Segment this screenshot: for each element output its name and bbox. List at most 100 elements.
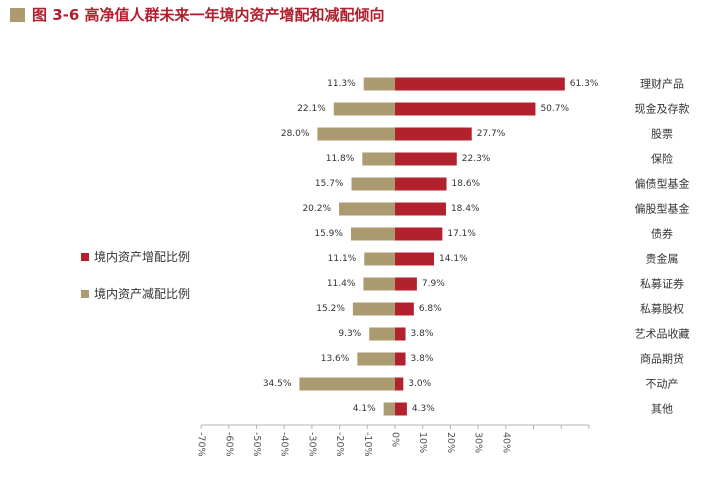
decrease-value-label-9: 11.4% [327, 279, 356, 289]
increase-bar-10 [395, 302, 414, 316]
x-tick-label: 30% [473, 432, 484, 453]
increase-value-label-5: 18.6% [452, 179, 481, 189]
category-label-1: 理财产品 [640, 77, 684, 91]
category-label-5: 偏债型基金 [635, 177, 690, 191]
increase-bar-9 [395, 277, 417, 291]
decrease-value-label-4: 11.8% [326, 154, 355, 164]
decrease-value-label-14: 4.1% [353, 404, 376, 414]
increase-value-label-9: 7.9% [422, 279, 445, 289]
bar-row-7: 15.9% 17.1% 债券 [314, 227, 673, 241]
bar-row-4: 11.8% 22.3% 保险 [326, 152, 673, 166]
decrease-bar-12 [357, 352, 395, 366]
legend-item-decrease: 境内资产减配比例 [81, 286, 190, 301]
increase-bar-14 [395, 402, 407, 416]
decrease-bar-10 [352, 302, 395, 316]
category-label-8: 贵金属 [646, 252, 679, 266]
x-tick-label: 40% [500, 432, 511, 453]
legend-item-increase: 境内资产增配比例 [81, 249, 190, 264]
bar-row-12: 13.6% 3.8% 商品期货 [321, 352, 684, 366]
increase-value-label-6: 18.4% [451, 204, 480, 214]
decrease-bar-1 [363, 77, 395, 91]
increase-bar-13 [395, 377, 404, 391]
increase-bar-4 [395, 152, 457, 166]
increase-value-label-8: 14.1% [439, 254, 468, 264]
decrease-value-label-3: 28.0% [281, 129, 310, 139]
category-label-3: 股票 [651, 128, 673, 141]
decrease-bar-4 [362, 152, 395, 166]
bar-row-8: 11.1% 14.1% 贵金属 [328, 252, 679, 266]
bar-row-1: 11.3% 61.3% 理财产品 [327, 77, 684, 91]
increase-bar-5 [395, 177, 447, 191]
category-label-13: 不动产 [646, 377, 679, 391]
decrease-value-label-2: 22.1% [297, 104, 326, 114]
category-label-14: 其他 [651, 403, 673, 416]
decrease-bar-3 [317, 127, 395, 141]
increase-value-label-14: 4.3% [412, 404, 435, 414]
chart-title: 图 3-6 高净值人群未来一年境内资产增配和减配倾向 [32, 6, 385, 24]
x-tick-label: -40% [279, 432, 290, 457]
legend-swatch-increase [81, 253, 89, 261]
increase-value-label-3: 27.7% [477, 129, 506, 139]
decrease-bar-8 [364, 252, 395, 266]
increase-value-label-7: 17.1% [447, 229, 476, 239]
bar-row-5: 15.7% 18.6% 偏债型基金 [315, 177, 690, 191]
decrease-bar-9 [363, 277, 395, 291]
bar-row-10: 15.2% 6.8% 私募股权 [316, 302, 684, 316]
x-tick-label: -60% [223, 432, 234, 457]
category-label-4: 保险 [651, 152, 673, 166]
category-label-7: 债券 [651, 227, 673, 241]
category-label-11: 艺术品收藏 [635, 327, 690, 341]
decrease-value-label-6: 20.2% [302, 204, 331, 214]
bar-row-14: 4.1% 4.3% 其他 [353, 402, 673, 416]
category-label-10: 私募股权 [640, 303, 684, 316]
increase-value-label-10: 6.8% [419, 304, 442, 314]
increase-bar-12 [395, 352, 406, 366]
increase-bar-6 [395, 202, 446, 216]
decrease-value-label-13: 34.5% [263, 379, 292, 389]
increase-value-label-1: 61.3% [570, 79, 599, 89]
increase-value-label-12: 3.8% [411, 354, 434, 364]
increase-bar-7 [395, 227, 443, 241]
decrease-bar-13 [299, 377, 395, 391]
increase-bar-1 [395, 77, 565, 91]
legend-label-increase: 境内资产增配比例 [94, 249, 190, 264]
decrease-bar-7 [350, 227, 395, 241]
x-tick-label: -70% [196, 432, 207, 457]
increase-value-label-13: 3.0% [408, 379, 431, 389]
x-tick-label: 10% [417, 432, 428, 453]
decrease-bar-14 [383, 402, 395, 416]
legend: 境内资产增配比例 境内资产减配比例 [81, 249, 190, 301]
increase-value-label-4: 22.3% [462, 154, 491, 164]
x-tick-label: -20% [334, 432, 345, 457]
decrease-bar-11 [369, 327, 395, 341]
increase-value-label-2: 50.7% [540, 104, 569, 114]
decrease-value-label-1: 11.3% [327, 79, 356, 89]
decrease-value-label-7: 15.9% [314, 229, 343, 239]
bar-row-13: 34.5% 3.0% 不动产 [263, 377, 679, 391]
decrease-value-label-12: 13.6% [321, 354, 350, 364]
bar-row-11: 9.3% 3.8% 艺术品收藏 [338, 327, 690, 341]
bar-row-9: 11.4% 7.9% 私募证券 [327, 277, 684, 291]
increase-bar-3 [395, 127, 472, 141]
decrease-value-label-11: 9.3% [338, 329, 361, 339]
legend-label-decrease: 境内资产减配比例 [94, 286, 190, 301]
chart-header: 图 3-6 高净值人群未来一年境内资产增配和减配倾向 [10, 6, 385, 24]
decrease-value-label-8: 11.1% [328, 254, 357, 264]
increase-bar-11 [395, 327, 406, 341]
increase-bar-8 [395, 252, 435, 266]
x-tick-label: -10% [362, 432, 373, 457]
increase-bar-2 [395, 102, 536, 116]
decrease-bar-2 [333, 102, 395, 116]
x-tick-label: -50% [251, 432, 262, 457]
legend-swatch-decrease [81, 290, 89, 298]
category-label-2: 现金及存款 [635, 102, 690, 116]
bar-row-2: 22.1% 50.7% 现金及存款 [297, 102, 690, 116]
decrease-value-label-5: 15.7% [315, 179, 344, 189]
x-tick-label: 0% [390, 432, 401, 447]
category-label-6: 偏股型基金 [635, 202, 690, 216]
bar-row-6: 20.2% 18.4% 偏股型基金 [302, 202, 690, 216]
x-tick-label: 20% [445, 432, 456, 453]
x-tick-label: -30% [306, 432, 317, 457]
decrease-bar-5 [351, 177, 395, 191]
